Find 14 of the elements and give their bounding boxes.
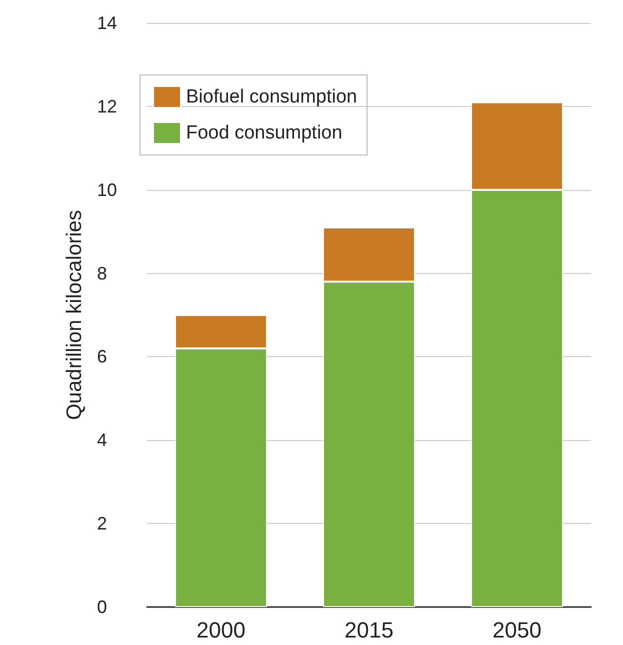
legend-label: Food consumption (186, 122, 342, 144)
y-tick-label: 10 (97, 180, 118, 200)
y-axis-title: Quadrillion kilocalories (63, 210, 86, 420)
y-tick-label: 14 (97, 13, 118, 33)
y-tick-label: 4 (97, 430, 108, 450)
y-tick-label: 8 (97, 263, 108, 284)
x-tick-label: 2015 (344, 618, 394, 642)
legend-label: Biofuel consumption (186, 86, 358, 108)
y-tick-label: 6 (97, 346, 108, 367)
x-tick-label: 2000 (196, 618, 246, 642)
y-tick-label: 2 (97, 514, 108, 534)
y-tick-label: 12 (97, 96, 118, 116)
x-tick-label: 2050 (492, 618, 542, 642)
y-tick-label: 0 (97, 597, 108, 617)
